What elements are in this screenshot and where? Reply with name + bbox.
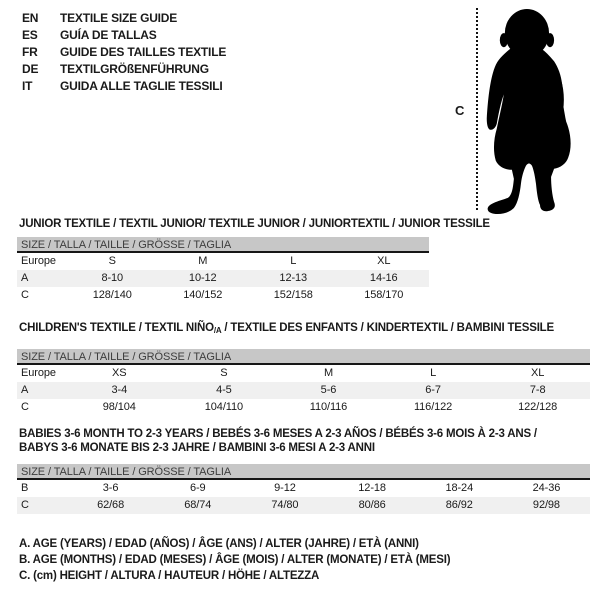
age-cell: 12-13: [279, 272, 308, 284]
height-cell: 104/110: [204, 401, 244, 413]
lang-row-es: ES GUÍA DE TALLAS: [22, 27, 226, 44]
size-cell: L: [430, 367, 437, 379]
lang-label: GUIDE DES TAILLES TEXTILE: [60, 45, 227, 59]
table-row: C 62/68 68/74 74/80 80/86 86/92 92/98: [17, 497, 590, 514]
size-cell: XL: [377, 255, 391, 267]
size-cell: XS: [112, 367, 127, 379]
language-list: EN TEXTILE SIZE GUIDE ES GUÍA DE TALLAS …: [22, 10, 226, 95]
height-cell: 86/92: [445, 499, 473, 511]
legend: A. AGE (YEARS) / EDAD (AÑOS) / ÂGE (ANS)…: [19, 536, 451, 584]
junior-size-table: SIZE / TALLA / TAILLE / GRÖSSE / TAGLIA …: [17, 237, 429, 304]
legend-line-b: B. AGE (MONTHS) / EDAD (MESES) / ÂGE (MO…: [19, 554, 451, 566]
age-cell: 6-9: [189, 482, 206, 494]
height-cell: 140/152: [183, 289, 223, 301]
table-row: C 128/140 140/152 152/158 158/170: [17, 287, 429, 304]
height-measure-label: C: [455, 103, 465, 118]
row-label: C: [21, 499, 29, 511]
size-header-bar: SIZE / TALLA / TAILLE / GRÖSSE / TAGLIA: [17, 237, 429, 253]
lang-label: TEXTILGRÖßENFÜHRUNG: [60, 62, 209, 76]
legend-line-c: C. (cm) HEIGHT / ALTURA / HAUTEUR / HÖHE…: [19, 570, 320, 582]
children-title-prefix: CHILDREN'S TEXTILE / TEXTIL NIÑO: [19, 322, 214, 334]
legend-line-a: A. AGE (YEARS) / EDAD (AÑOS) / ÂGE (ANS)…: [19, 538, 419, 550]
height-cell: 128/140: [92, 289, 132, 301]
table-row: B 3-6 6-9 9-12 12-18 18-24 24-36: [17, 480, 590, 497]
size-cell: S: [220, 367, 228, 379]
table-row: Europe XS S M L XL: [17, 365, 590, 382]
age-cell: 3-6: [102, 482, 119, 494]
lang-code: EN: [22, 11, 39, 25]
row-label: A: [21, 272, 29, 284]
table-row: A 8-10 10-12 12-13 14-16: [17, 270, 429, 287]
lang-row-de: DE TEXTILGRÖßENFÜHRUNG: [22, 61, 226, 78]
age-cell: 7-8: [529, 384, 546, 396]
size-header-bar: SIZE / TALLA / TAILLE / GRÖSSE / TAGLIA: [17, 349, 590, 365]
row-label: C: [21, 401, 29, 413]
children-title-sub: /A: [213, 326, 222, 335]
height-cell: 98/104: [102, 401, 136, 413]
size-header-bar: SIZE / TALLA / TAILLE / GRÖSSE / TAGLIA: [17, 464, 590, 480]
row-label: C: [21, 289, 29, 301]
age-cell: 3-4: [111, 384, 128, 396]
lang-label: GUÍA DE TALLAS: [60, 28, 157, 42]
age-cell: 18-24: [445, 482, 474, 494]
age-cell: 4-5: [216, 384, 232, 396]
age-cell: 9-12: [274, 482, 296, 494]
row-label: B: [21, 482, 29, 494]
age-cell: 14-16: [369, 272, 398, 284]
height-measure-dotted-line: [476, 8, 478, 210]
size-cell: L: [290, 255, 297, 267]
lang-label: TEXTILE SIZE GUIDE: [60, 11, 178, 25]
children-table-title: CHILDREN'S TEXTILE / TEXTIL NIÑO/A / TEX…: [19, 321, 554, 336]
height-cell: 68/74: [184, 499, 212, 511]
lang-code: DE: [22, 62, 39, 76]
age-cell: 5-6: [320, 384, 337, 396]
row-label: Europe: [21, 367, 56, 379]
children-title-suffix: / TEXTILE DES ENFANTS / KINDERTEXTIL / B…: [221, 322, 554, 334]
height-cell: 158/170: [364, 289, 404, 301]
lang-row-fr: FR GUIDE DES TAILLES TEXTILE: [22, 44, 226, 61]
height-cell: 74/80: [271, 499, 299, 511]
table-row: A 3-4 4-5 5-6 6-7 7-8: [17, 382, 590, 399]
baby-silhouette-icon: [486, 9, 571, 214]
size-cell: S: [108, 255, 116, 267]
babies-table-title: BABIES 3-6 MONTH TO 2-3 YEARS / BEBÉS 3-…: [19, 427, 537, 455]
lang-label: GUIDA ALLE TAGLIE TESSILI: [60, 79, 223, 93]
height-cell: 110/116: [309, 401, 348, 413]
junior-table-title: JUNIOR TEXTILE / TEXTIL JUNIOR/ TEXTILE …: [19, 218, 490, 230]
age-cell: 6-7: [425, 384, 441, 396]
lang-code: FR: [22, 45, 38, 59]
babies-size-table: SIZE / TALLA / TAILLE / GRÖSSE / TAGLIA …: [17, 464, 590, 514]
size-cell: XL: [531, 367, 545, 379]
height-cell: 80/86: [358, 499, 386, 511]
height-cell: 152/158: [273, 289, 313, 301]
height-cell: 122/128: [518, 401, 558, 413]
age-cell: 10-12: [188, 272, 217, 284]
lang-code: ES: [22, 28, 38, 42]
babies-title-line2: BABYS 3-6 MONATE BIS 2-3 JAHRE / BAMBINI…: [19, 442, 375, 454]
size-cell: M: [323, 367, 334, 379]
lang-row-en: EN TEXTILE SIZE GUIDE: [22, 10, 226, 27]
row-label: A: [21, 384, 29, 396]
lang-row-it: IT GUIDA ALLE TAGLIE TESSILI: [22, 78, 226, 95]
height-cell: 116/122: [413, 401, 453, 413]
row-label: Europe: [21, 255, 56, 267]
age-cell: 8-10: [101, 272, 124, 284]
age-cell: 12-18: [358, 482, 386, 494]
lang-code: IT: [22, 79, 33, 93]
table-row: C 98/104 104/110 110/116 116/122 122/128: [17, 399, 590, 416]
table-row: Europe S M L XL: [17, 253, 429, 270]
children-size-table: SIZE / TALLA / TAILLE / GRÖSSE / TAGLIA …: [17, 349, 590, 416]
height-cell: 62/68: [97, 499, 125, 511]
babies-title-line1: BABIES 3-6 MONTH TO 2-3 YEARS / BEBÉS 3-…: [19, 428, 537, 440]
age-cell: 24-36: [532, 482, 561, 494]
height-cell: 92/98: [532, 499, 560, 511]
size-cell: M: [198, 255, 208, 267]
